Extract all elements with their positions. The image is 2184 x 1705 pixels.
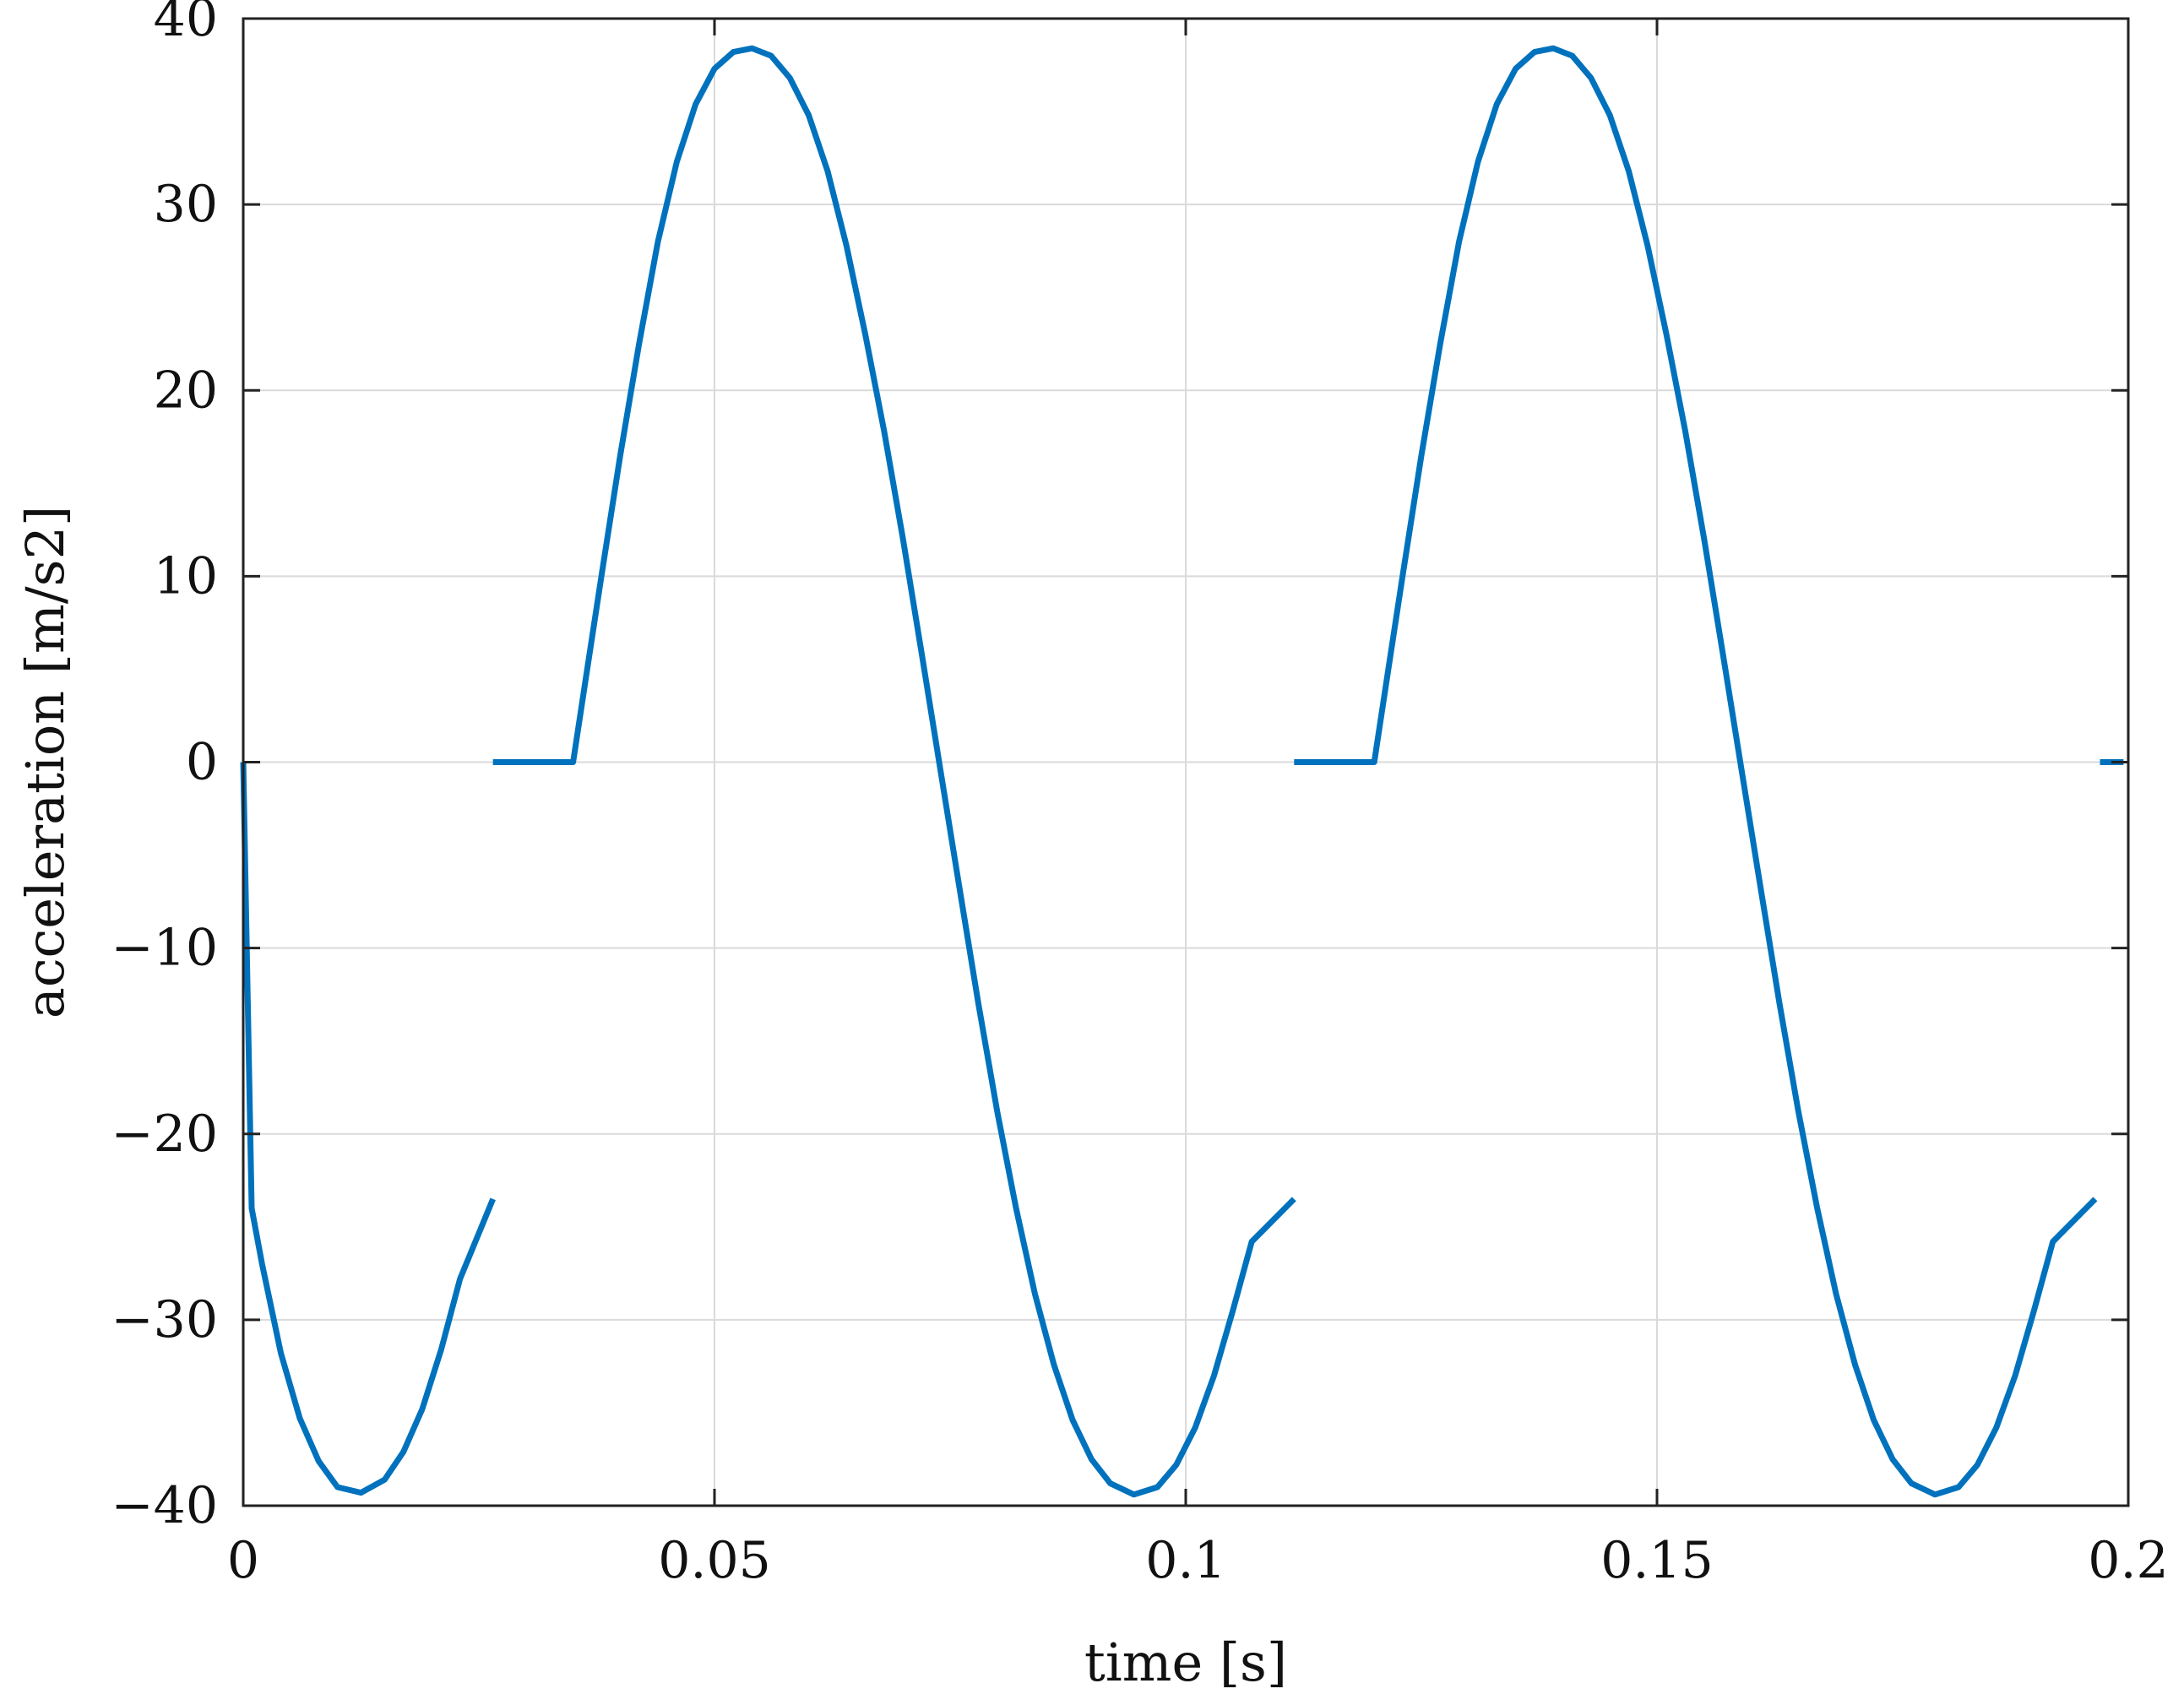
y-tick-label: 10 [154,546,218,605]
y-tick-label: −20 [111,1105,218,1164]
y-tick-label: 0 [186,733,218,792]
x-tick-label: 0.05 [658,1531,771,1590]
y-tick-label: 30 [154,175,218,234]
x-tick-label: 0 [227,1531,259,1590]
series-layer [240,45,2124,1498]
x-tick-label: 0.2 [2088,1531,2168,1590]
series-line-segment [240,762,496,1496]
y-axis-label: acceleration [m/s2] [14,506,76,1018]
y-tick-label: −40 [111,1476,218,1535]
series-line-segment [492,45,1296,1498]
y-tick-label: 40 [154,0,218,48]
y-tick-labels: −40 −30 −20 −10 0 10 20 30 40 [111,0,218,1535]
series-line-segment [1294,45,2098,1498]
y-tick-label: −30 [111,1290,218,1349]
tick-marks [242,17,2130,1507]
x-axis-label: time [s] [1084,1632,1287,1693]
x-tick-label: 0.1 [1145,1531,1225,1590]
y-tick-label: 20 [154,361,218,420]
x-tick-label: 0.15 [1600,1531,1714,1590]
x-tick-labels: 0 0.05 0.1 0.15 0.2 [227,1531,2169,1590]
y-tick-label: −10 [111,919,218,978]
